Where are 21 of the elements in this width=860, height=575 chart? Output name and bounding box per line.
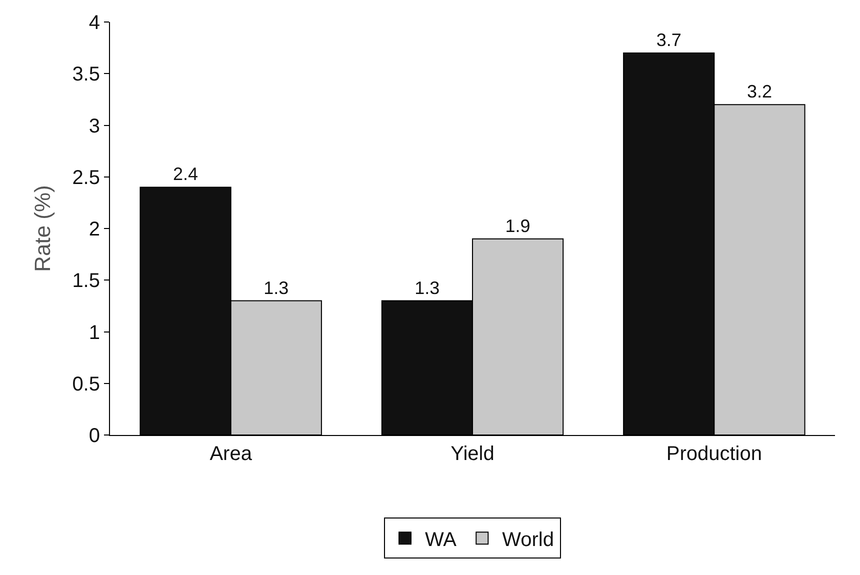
y-tick-label: 2 [88,218,100,240]
y-tick-label: 3.5 [72,64,100,86]
y-tick-label: 3 [88,115,100,138]
y-tick-label: 0.5 [72,373,100,396]
x-tick-label: Yield [450,443,494,465]
y-tick-label: 1.5 [72,270,100,292]
data-label: 1.3 [414,278,440,298]
y-tick-label: 4 [88,12,100,34]
legend-label: World [502,528,554,551]
y-tick-label: 2.5 [72,166,100,189]
x-tick-label: Area [210,443,253,465]
y-tick-label: 0 [88,425,100,447]
data-label: 2.4 [173,164,198,184]
data-label: 3.7 [656,30,682,50]
data-label: 1.3 [264,278,289,298]
legend-label: WA [425,528,458,551]
x-tick-label: Production [666,443,762,465]
y-axis-title: Rate (%) [30,185,55,272]
data-label: 3.2 [746,82,772,102]
data-label: 1.9 [505,216,530,236]
y-tick-label: 1 [88,322,100,344]
